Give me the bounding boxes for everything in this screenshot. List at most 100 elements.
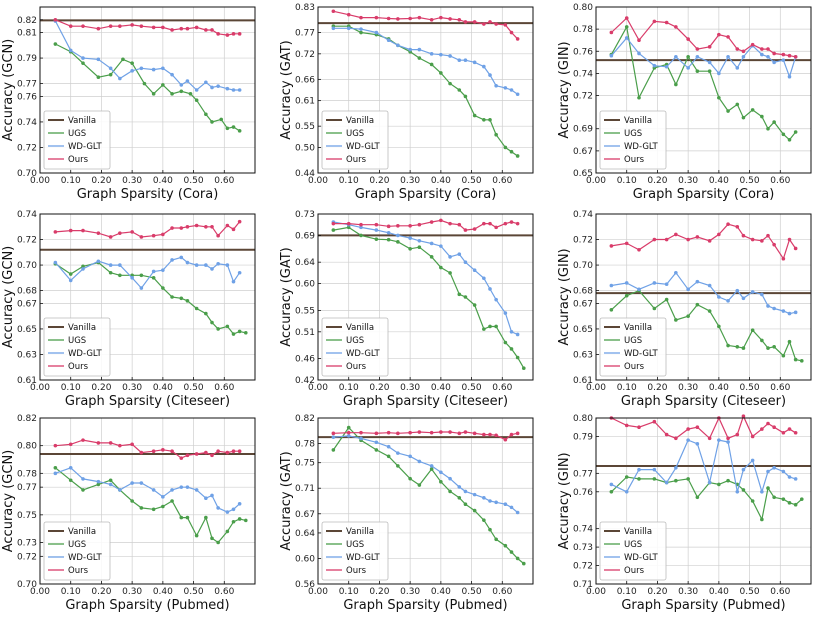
data-point-wd-glt bbox=[781, 58, 786, 62]
data-point-ugs bbox=[448, 81, 452, 86]
data-point-ours bbox=[457, 17, 462, 22]
legend-box bbox=[43, 521, 111, 581]
legend: Vanilla UGS WD-GLT Ours bbox=[321, 110, 389, 170]
data-point-ours bbox=[457, 431, 462, 436]
plot-frame bbox=[39, 417, 256, 585]
data-point-wd-glt bbox=[396, 451, 400, 455]
data-point-ours bbox=[118, 24, 122, 28]
data-point-ours bbox=[204, 224, 208, 229]
data-point-ours bbox=[237, 449, 242, 454]
legend-label-vanilla: Vanilla bbox=[68, 527, 96, 537]
data-point-ugs bbox=[243, 518, 248, 523]
data-point-ugs bbox=[521, 366, 526, 371]
data-point-wd-glt bbox=[139, 481, 144, 485]
data-point-ugs bbox=[194, 98, 199, 103]
y-axis-label: Accuracy (GAT) bbox=[279, 451, 294, 551]
data-point-wd-glt bbox=[766, 304, 770, 308]
data-point-ours bbox=[515, 221, 520, 226]
data-point-ours bbox=[793, 430, 798, 435]
y-tick-label: 0.73 bbox=[573, 543, 593, 553]
y-tick-label: 0.77 bbox=[573, 469, 593, 479]
data-point-ours bbox=[695, 47, 700, 51]
y-tick-label: 0.69 bbox=[295, 231, 315, 241]
data-point-ugs bbox=[741, 115, 746, 120]
legend: Vanilla UGS WD-GLT Ours bbox=[599, 110, 667, 170]
data-point-ugs bbox=[707, 69, 712, 73]
data-point-ours bbox=[359, 430, 363, 435]
data-point-wd-glt bbox=[482, 496, 486, 500]
data-point-ours bbox=[374, 431, 379, 436]
data-point-wd-glt bbox=[664, 64, 669, 69]
legend-label-ours: Ours bbox=[624, 155, 645, 165]
x-tick-label: 0.30 bbox=[678, 587, 698, 597]
data-point-ugs bbox=[231, 519, 236, 524]
data-point-ugs bbox=[346, 425, 351, 430]
x-tick-label: 0.40 bbox=[709, 383, 729, 393]
x-axis-label: Graph Sparsity (Pubmed) bbox=[343, 598, 507, 613]
y-tick-label: 0.44 bbox=[295, 169, 315, 179]
x-tick-label: 0.50 bbox=[184, 587, 204, 597]
data-point-ours bbox=[787, 237, 792, 242]
y-tick-label: 0.74 bbox=[573, 69, 593, 79]
legend-box bbox=[43, 110, 111, 170]
data-point-wd-glt bbox=[781, 309, 786, 313]
data-point-ugs bbox=[417, 56, 422, 60]
x-tick-label: 0.30 bbox=[678, 176, 698, 186]
data-point-ugs bbox=[448, 489, 452, 494]
data-point-ours bbox=[472, 20, 477, 24]
x-tick-label: 0.20 bbox=[647, 176, 667, 186]
y-tick-label: 0.67 bbox=[573, 147, 593, 157]
data-point-wd-glt bbox=[717, 295, 721, 299]
y-tick-label: 0.63 bbox=[573, 350, 593, 360]
data-point-wd-glt bbox=[374, 30, 379, 35]
data-point-wd-glt bbox=[509, 505, 514, 510]
x-tick-label: 0.00 bbox=[586, 587, 606, 597]
panel-5: 0.61 0.63 0.65 0.67 0.68 0.70 0.72 0.74 0.00 0.10… bbox=[557, 210, 812, 409]
data-point-wd-glt bbox=[185, 485, 190, 489]
data-point-wd-glt bbox=[741, 296, 746, 301]
data-point-ugs bbox=[509, 347, 514, 351]
data-point-ugs bbox=[237, 129, 242, 133]
y-tick-label: 0.82 bbox=[17, 414, 37, 424]
legend-label-ugs: UGS bbox=[346, 129, 364, 139]
data-point-ugs bbox=[766, 346, 770, 350]
legend-label-wd-glt: WD-GLT bbox=[68, 142, 102, 152]
data-point-wd-glt bbox=[494, 297, 498, 302]
data-point-ours bbox=[408, 430, 412, 435]
data-point-wd-glt bbox=[408, 236, 412, 240]
data-point-ours bbox=[726, 436, 730, 441]
y-axis-label: Accuracy (GCN) bbox=[1, 450, 16, 553]
data-point-wd-glt bbox=[448, 255, 452, 259]
data-point-ours bbox=[515, 37, 520, 41]
x-tick-label: 0.30 bbox=[122, 176, 142, 186]
x-tick-label: 0.10 bbox=[617, 176, 637, 186]
data-point-ours bbox=[760, 47, 764, 51]
x-axis-label: Graph Sparsity (Pubmed) bbox=[65, 598, 229, 613]
data-point-wd-glt bbox=[237, 88, 242, 92]
data-point-ugs bbox=[717, 95, 721, 100]
panel-1: 0.44 0.50 0.55 0.61 0.66 0.72 0.77 0.83 0.00 0.10… bbox=[279, 3, 534, 202]
panel-2: 0.65 0.67 0.69 0.72 0.74 0.76 0.78 0.80 0.00 0.10… bbox=[557, 3, 812, 202]
y-tick-label: 0.73 bbox=[17, 539, 37, 549]
x-tick-label: 0.00 bbox=[30, 176, 50, 186]
data-point-ugs bbox=[457, 88, 462, 92]
data-point-ugs bbox=[472, 508, 477, 513]
data-point-ugs bbox=[179, 515, 184, 520]
data-point-ugs bbox=[741, 346, 746, 350]
data-point-wd-glt bbox=[750, 458, 755, 463]
data-point-ours bbox=[374, 222, 379, 227]
x-tick-label: 0.60 bbox=[770, 383, 790, 393]
legend-label-ours: Ours bbox=[346, 155, 367, 165]
y-tick-label: 0.77 bbox=[295, 29, 315, 39]
y-tick-label: 0.82 bbox=[17, 16, 37, 26]
data-point-wd-glt bbox=[766, 55, 770, 59]
y-tick-label: 0.73 bbox=[295, 210, 315, 220]
data-point-ours bbox=[695, 425, 700, 430]
data-point-ours bbox=[448, 221, 452, 226]
data-point-wd-glt bbox=[130, 276, 134, 280]
x-tick-label: 0.40 bbox=[431, 587, 451, 597]
legend-label-ugs: UGS bbox=[346, 336, 364, 346]
y-tick-label: 0.78 bbox=[295, 440, 315, 450]
series-line-ours bbox=[611, 223, 797, 261]
data-point-ugs bbox=[457, 292, 462, 297]
